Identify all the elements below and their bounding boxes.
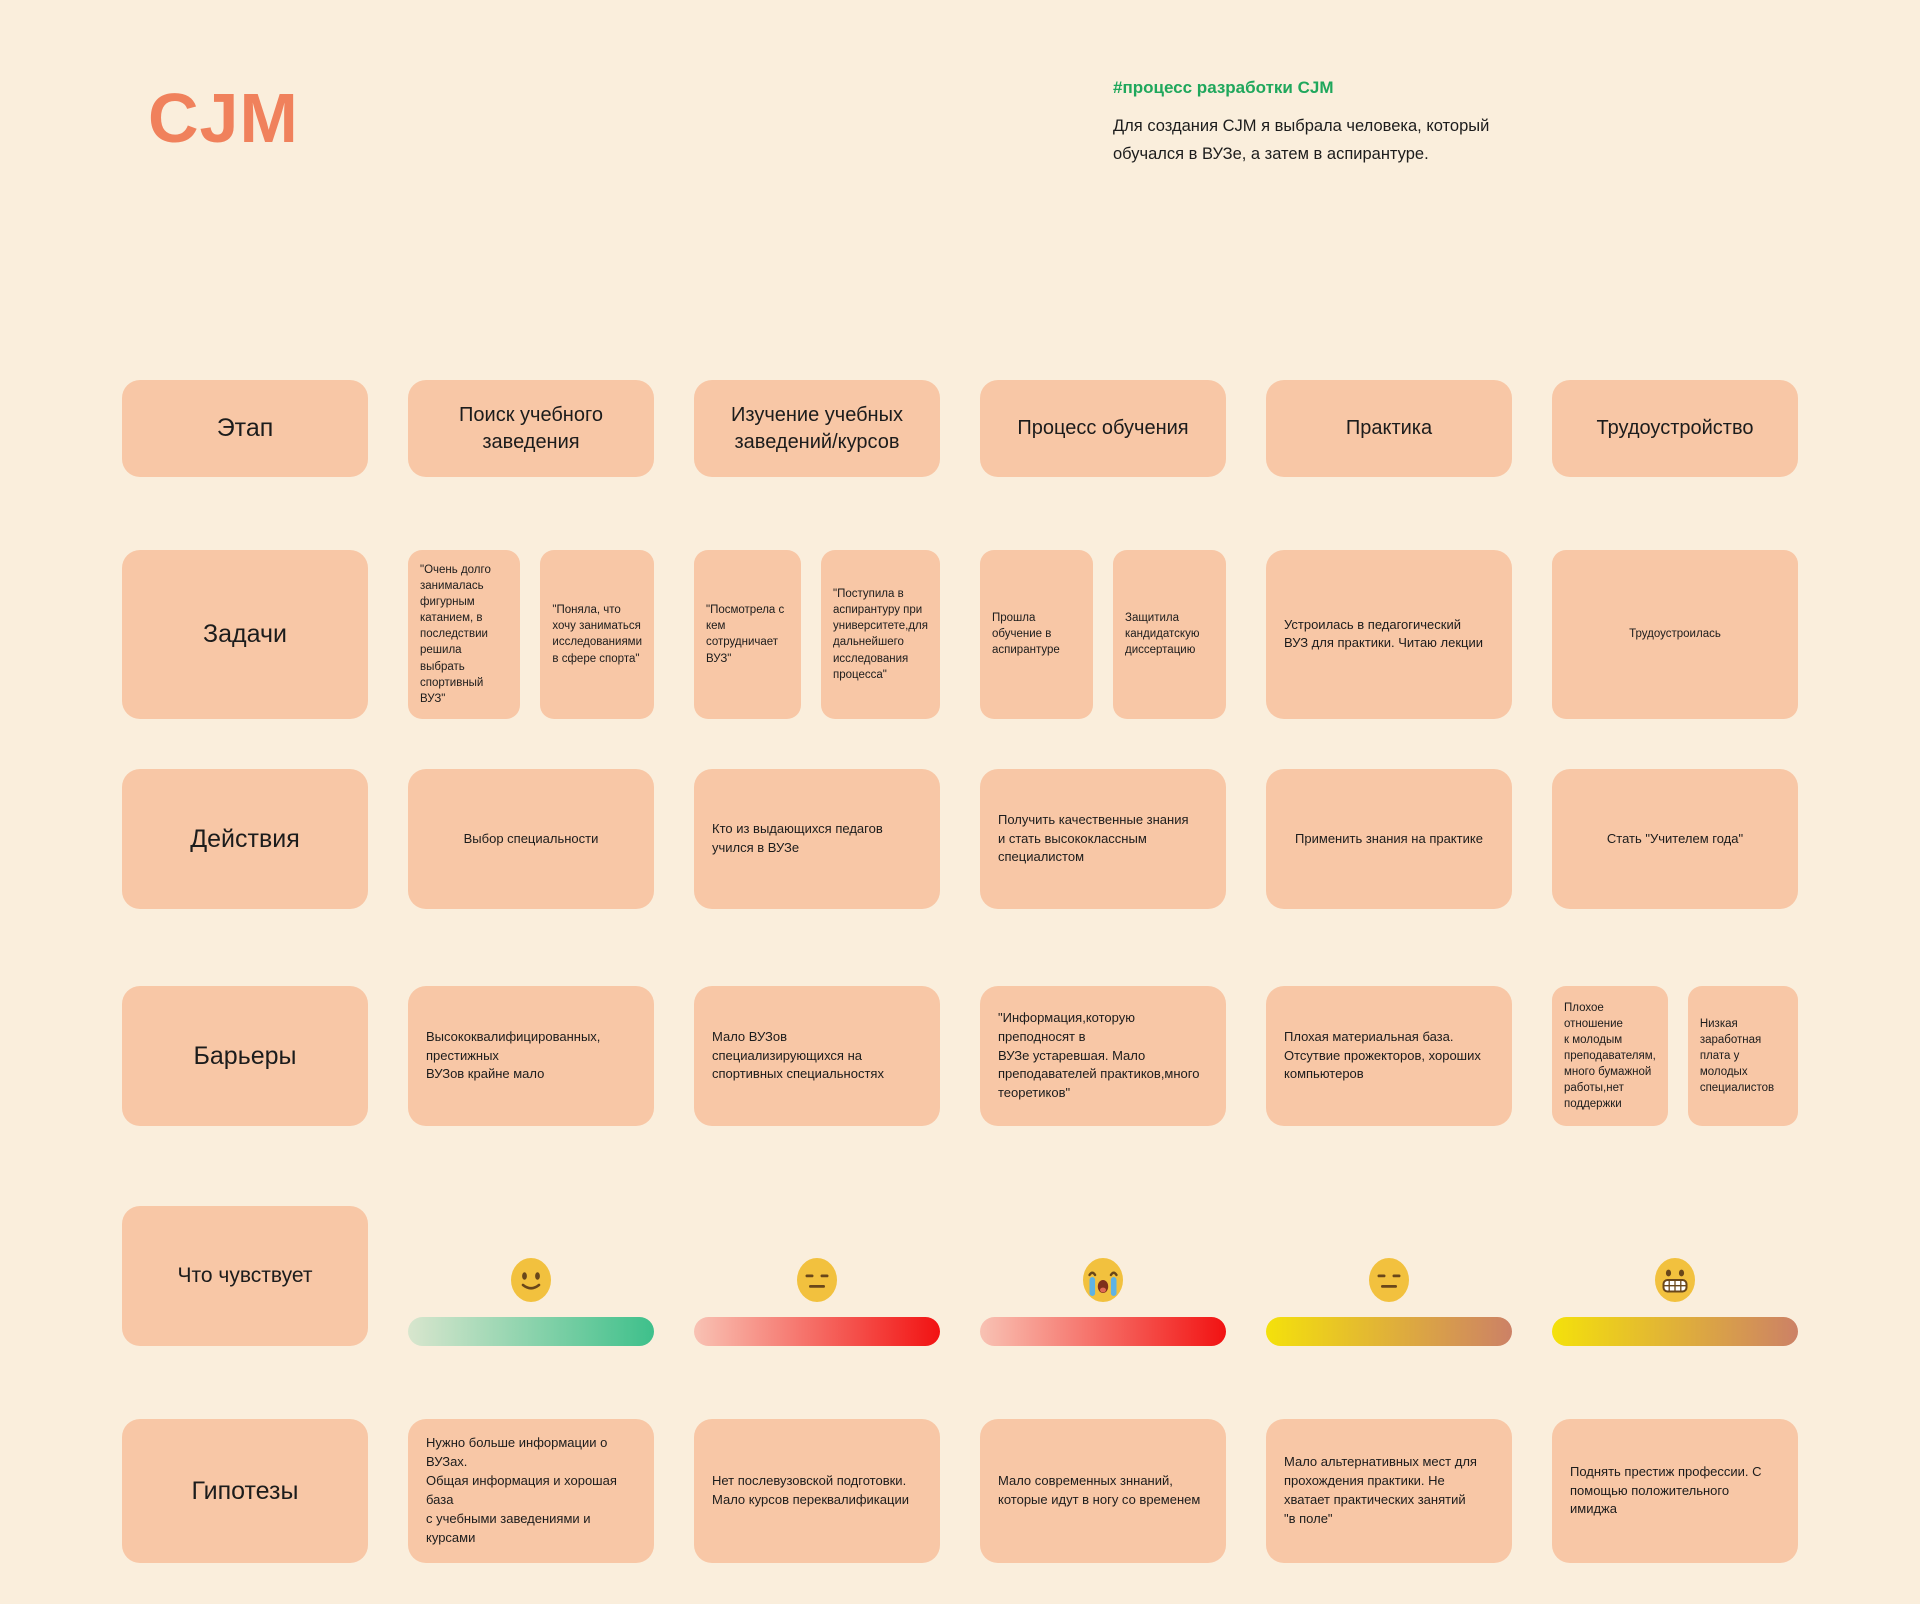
actions-row: Действия Выбор специальности Кто из выда…	[122, 769, 1798, 909]
task-card: Прошла обучение в аспирантуре	[980, 550, 1093, 719]
hypotheses-row: Гипотезы Нужно больше информации о ВУЗах…	[122, 1419, 1798, 1563]
feeling-gradient-bar	[1552, 1317, 1798, 1346]
intro-block: #процесс разработки CJM Для создания CJM…	[1113, 78, 1493, 168]
barrier-card: Плохое отношение к молодым преподавателя…	[1552, 986, 1668, 1126]
tasks-row: Задачи "Очень долго занималась фигурным …	[122, 550, 1798, 719]
action-card: Кто из выдающихся педагов учился в ВУЗе	[694, 769, 940, 909]
feeling-gradient-bar	[694, 1317, 940, 1346]
feeling-cell-search	[408, 1206, 654, 1346]
task-card: "Очень долго занималась фигурным катание…	[408, 550, 521, 719]
row-label-barriers: Барьеры	[122, 986, 368, 1126]
action-card: Применить знания на практике	[1266, 769, 1512, 909]
action-card: Стать "Учителем года"	[1552, 769, 1798, 909]
hypothesis-card: Поднять престиж профессии. С помощью пол…	[1552, 1419, 1798, 1563]
barriers-cell-employment: Плохое отношение к молодым преподавателя…	[1552, 986, 1798, 1126]
row-label-stage: Этап	[122, 380, 368, 477]
feeling-gradient-bar	[1266, 1317, 1512, 1346]
task-card: "Посмотрела с кем сотрудничает ВУЗ"	[694, 550, 801, 719]
feeling-cell-employment	[1552, 1206, 1798, 1346]
barrier-card: "Информация,которую преподносят в ВУЗе у…	[980, 986, 1226, 1126]
barriers-row: Барьеры Высококвалифицированных, престиж…	[122, 986, 1798, 1126]
tasks-cell-learning: Прошла обучение в аспирантуре Защитила к…	[980, 550, 1226, 719]
action-card: Получить качественные знания и стать выс…	[980, 769, 1226, 909]
tasks-cell-study-options: "Посмотрела с кем сотрудничает ВУЗ" "Пос…	[694, 550, 940, 719]
task-card: Защитила кандидатскую диссертацию	[1113, 550, 1226, 719]
tasks-cell-search: "Очень долго занималась фигурным катание…	[408, 550, 654, 719]
hypothesis-card: Нет послевузовской подготовки. Мало курс…	[694, 1419, 940, 1563]
feeling-gradient-bar	[980, 1317, 1226, 1346]
feeling-cell-learning	[980, 1206, 1226, 1346]
expressionless-emoji-icon	[1369, 1258, 1409, 1302]
hypothesis-card: Нужно больше информации о ВУЗах. Общая и…	[408, 1419, 654, 1563]
loudly-crying-emoji-icon	[1083, 1258, 1123, 1302]
intro-hashtag: #процесс разработки CJM	[1113, 78, 1334, 97]
barrier-card: Низкая заработная плата у молодых специа…	[1687, 986, 1798, 1126]
feeling-cell-practice	[1266, 1206, 1512, 1346]
task-card: Трудоустроилась	[1552, 550, 1798, 719]
task-card: "Поступила в аспирантуру при университет…	[821, 550, 940, 719]
barrier-card: Высококвалифицированных, престижных ВУЗо…	[408, 986, 654, 1126]
task-card: "Поняла, что хочу заниматься исследовани…	[540, 550, 654, 719]
column-header-search: Поиск учебного заведения	[408, 380, 654, 477]
hypothesis-card: Мало альтернативных мест для прохождения…	[1266, 1419, 1512, 1563]
column-header-employment: Трудоустройство	[1552, 380, 1798, 477]
column-header-study-options: Изучение учебных заведений/курсов	[694, 380, 940, 477]
column-header-practice: Практика	[1266, 380, 1512, 477]
intro-description: Для создания CJM я выбрала человека, кот…	[1113, 117, 1490, 164]
row-label-actions: Действия	[122, 769, 368, 909]
action-card: Выбор специальности	[408, 769, 654, 909]
feelings-row: Что чувствует	[122, 1206, 1798, 1346]
expressionless-emoji-icon	[797, 1258, 837, 1302]
slightly-smiling-emoji-icon	[511, 1258, 551, 1302]
row-label-feelings: Что чувствует	[122, 1206, 368, 1346]
row-label-tasks: Задачи	[122, 550, 368, 719]
column-header-learning: Процесс обучения	[980, 380, 1226, 477]
cjm-board: Этап Поиск учебного заведения Изучение у…	[122, 380, 1798, 1563]
stage-row: Этап Поиск учебного заведения Изучение у…	[122, 380, 1798, 477]
row-label-hypotheses: Гипотезы	[122, 1419, 368, 1563]
feeling-gradient-bar	[408, 1317, 654, 1346]
grimacing-emoji-icon	[1655, 1258, 1695, 1302]
barrier-card: Плохая материальная база. Отсутвие проже…	[1266, 986, 1512, 1126]
hypothesis-card: Мало современных зннаний, которые идут в…	[980, 1419, 1226, 1563]
barrier-card: Мало ВУЗов специализирующихся на спортив…	[694, 986, 940, 1126]
feeling-cell-study-options	[694, 1206, 940, 1346]
page-title: CJM	[148, 79, 299, 157]
task-card: Устроилась в педагогический ВУЗ для прак…	[1266, 550, 1512, 719]
